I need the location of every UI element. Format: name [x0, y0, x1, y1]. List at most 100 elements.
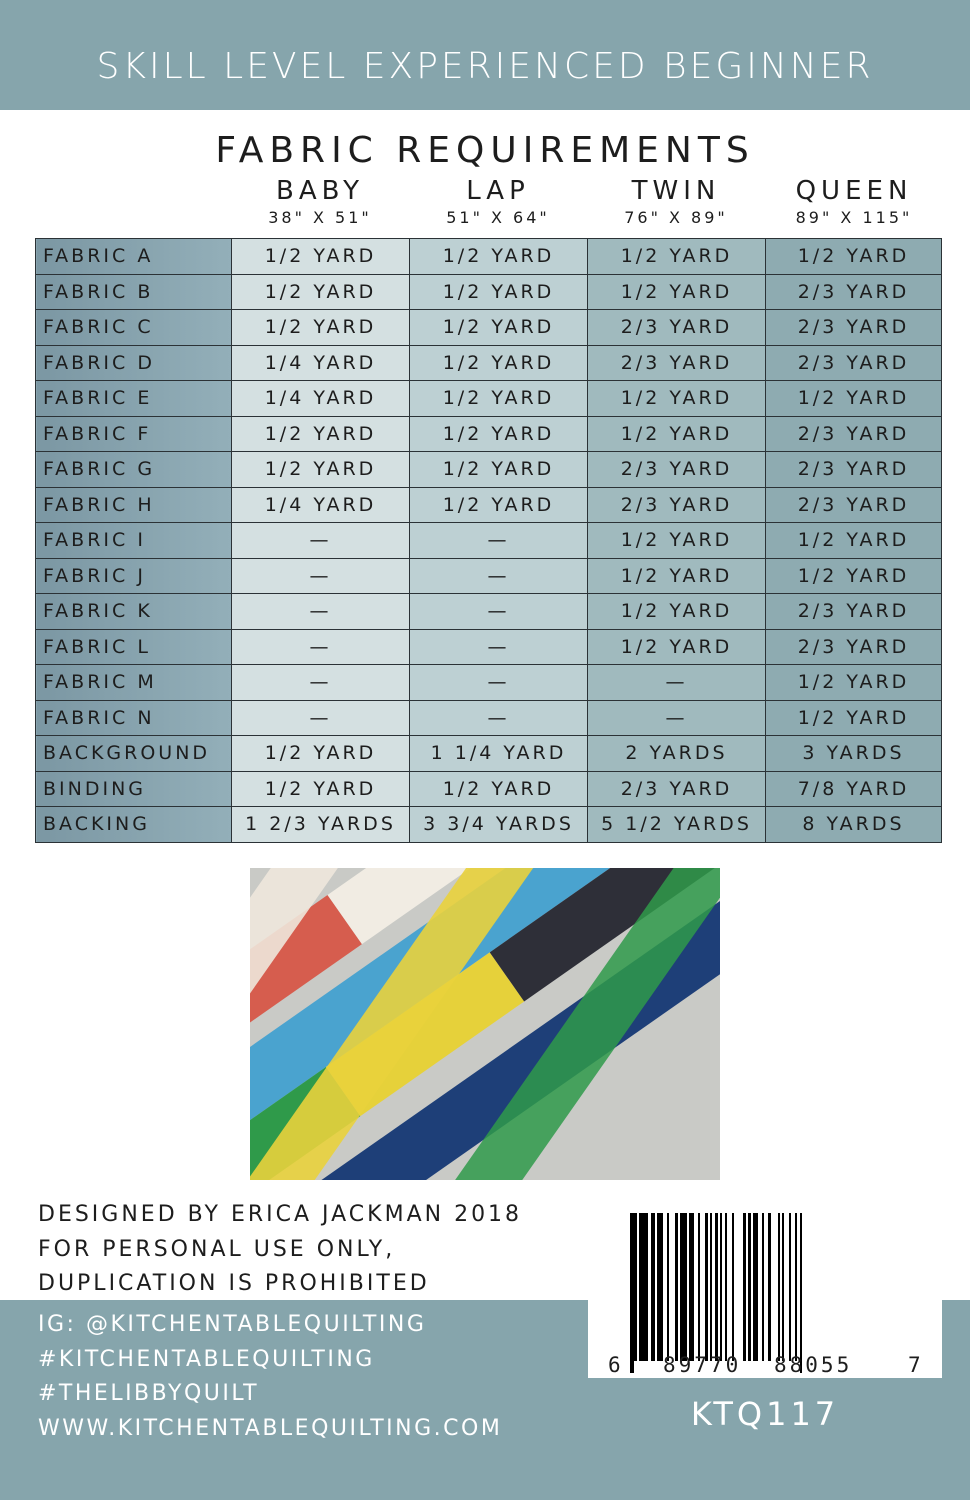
cell-amount: 1/2 YARD	[765, 380, 942, 417]
barcode-bar	[634, 1213, 637, 1361]
cell-amount: 1/2 YARD	[409, 486, 588, 523]
quilt-photo	[250, 868, 720, 1180]
cell-amount: 1/2 YARD	[231, 451, 410, 488]
barcode-bar	[715, 1213, 718, 1361]
cell-amount: 1/2 YARD	[231, 273, 410, 310]
hashtag: #KITCHENTABLEQUILTING	[38, 1346, 375, 1372]
column-name: TWIN	[631, 176, 721, 206]
barcode-bar	[710, 1213, 712, 1361]
cell-amount: —	[231, 593, 410, 630]
table-row: FABRIC J — —1/2 YARD 1/2 YARD	[35, 557, 942, 594]
column-name: BABY	[276, 176, 364, 206]
cell-amount: —	[587, 699, 766, 736]
barcode-bar	[705, 1213, 708, 1361]
row-label: FABRIC D	[35, 344, 232, 381]
table-row: FABRIC H 1/4 YARD 1/2 YARD 2/3 YARD 2/3 YARD	[35, 486, 942, 523]
cell-amount: 1 1/4 YARD	[409, 735, 588, 772]
cell-amount: 1/2 YARD	[409, 273, 588, 310]
cell-amount: 7/8 YARD	[765, 770, 942, 807]
cell-amount: 5 1/2 YARDS	[587, 806, 766, 843]
cell-amount: 1/2 YARD	[587, 557, 766, 594]
column-size: 38" X 51"	[268, 208, 372, 227]
barcode-bar	[725, 1213, 727, 1361]
row-label: FABRIC B	[35, 273, 232, 310]
cell-amount: —	[587, 664, 766, 701]
barcode-bar	[675, 1213, 678, 1361]
column-header-lap: LAP 51" X 64"	[409, 176, 587, 227]
row-label: FABRIC N	[35, 699, 232, 736]
cell-amount: 2 YARDS	[587, 735, 766, 772]
column-header-baby: BABY 38" X 51"	[231, 176, 409, 227]
cell-amount: 8 YARDS	[765, 806, 942, 843]
cell-amount: 2/3 YARD	[765, 309, 942, 346]
cell-amount: 1/2 YARD	[409, 451, 588, 488]
row-label: FABRIC H	[35, 486, 232, 523]
cell-amount: 1/2 YARD	[409, 415, 588, 452]
website-link[interactable]: WWW.KITCHENTABLEQUILTING.COM	[38, 1415, 503, 1441]
cell-amount: 1/2 YARD	[765, 557, 942, 594]
barcode-bar	[639, 1213, 648, 1361]
cell-amount: 1/2 YARD	[231, 415, 410, 452]
barcode-bar	[720, 1213, 722, 1361]
cell-amount: —	[409, 522, 588, 559]
cell-amount: 1/2 YARD	[765, 238, 942, 275]
cell-amount: 2/3 YARD	[587, 344, 766, 381]
barcode-bar	[698, 1213, 700, 1361]
cell-amount: —	[231, 557, 410, 594]
hashtag: #THELIBBYQUILT	[38, 1381, 260, 1406]
cell-amount: —	[231, 522, 410, 559]
barcode-bar	[768, 1213, 771, 1361]
cell-amount: 2/3 YARD	[765, 415, 942, 452]
cell-amount: —	[409, 593, 588, 630]
instagram-handle[interactable]: IG: @KITCHENTABLEQUILTING	[38, 1312, 427, 1337]
cell-amount: 3 YARDS	[765, 735, 942, 772]
column-name: QUEEN	[795, 176, 913, 206]
credit-line: DESIGNED BY ERICA JACKMAN 2018	[38, 1202, 523, 1227]
credit-line: DUPLICATION IS PROHIBITED	[38, 1271, 430, 1296]
cell-amount: 1/2 YARD	[765, 664, 942, 701]
cell-amount: 2/3 YARD	[765, 273, 942, 310]
barcode-bar	[778, 1213, 780, 1361]
cell-amount: —	[231, 628, 410, 665]
cell-amount: 2/3 YARD	[587, 486, 766, 523]
row-label: FABRIC L	[35, 628, 232, 665]
row-label: BINDING	[35, 770, 232, 807]
table-row: BACKGROUND 1/2 YARD 1 1/4 YARD 2 YARDS 3 YAR…	[35, 735, 942, 772]
designer-credits: DESIGNED BY ERICA JACKMAN 2018 FOR PERSO…	[38, 1198, 522, 1302]
cell-amount: 2/3 YARD	[765, 628, 942, 665]
cell-amount: 1/2 YARD	[409, 770, 588, 807]
row-label: FABRIC C	[35, 309, 232, 346]
cell-amount: 1/2 YARD	[231, 238, 410, 275]
cell-amount: 1/4 YARD	[231, 486, 410, 523]
row-label: FABRIC K	[35, 593, 232, 630]
skill-level-banner: SKILL LEVEL EXPERIENCED BEGINNER	[0, 0, 970, 110]
barcode-image	[630, 1213, 802, 1373]
cell-amount: 1/2 YARD	[231, 735, 410, 772]
barcode-bar	[657, 1213, 663, 1361]
column-size: 89" X 115"	[795, 208, 913, 227]
fabric-requirements-table: FABRIC A 1/2 YARD 1/2 YARD 1/2 YARD 1/2 YARD…	[35, 238, 942, 843]
cell-amount: 2/3 YARD	[765, 344, 942, 381]
cell-amount: 1/2 YARD	[409, 344, 588, 381]
table-row: FABRIC C 1/2 YARD 1/2 YARD 2/3 YARD 2/3 YARD	[35, 309, 942, 346]
page-title: FABRIC REQUIREMENTS	[215, 130, 755, 171]
cell-amount: 1/2 YARD	[409, 238, 588, 275]
cell-amount: 1/2 YARD	[587, 238, 766, 275]
barcode-digits: 89770	[663, 1353, 742, 1377]
credit-line: FOR PERSONAL USE ONLY,	[38, 1236, 396, 1262]
cell-amount: —	[409, 664, 588, 701]
cell-amount: 1/2 YARD	[231, 770, 410, 807]
barcode-bar	[748, 1213, 751, 1361]
table-row: FABRIC L — —1/2 YARD 2/3 YARD	[35, 628, 942, 665]
barcode-bar	[651, 1213, 655, 1361]
column-header-twin: TWIN 76" X 89"	[587, 176, 765, 227]
product-code: KTQ117	[690, 1395, 840, 1433]
barcode-bar	[680, 1213, 687, 1361]
table-row: FABRIC B 1/2 YARD 1/2 YARD 1/2 YARD 2/3 YARD	[35, 273, 942, 310]
barcode-bar	[782, 1213, 784, 1361]
row-label: BACKGROUND	[35, 735, 232, 772]
cell-amount: —	[231, 664, 410, 701]
column-header-queen: QUEEN 89" X 115"	[765, 176, 943, 227]
row-label: FABRIC M	[35, 664, 232, 701]
cell-amount: 2/3 YARD	[765, 451, 942, 488]
